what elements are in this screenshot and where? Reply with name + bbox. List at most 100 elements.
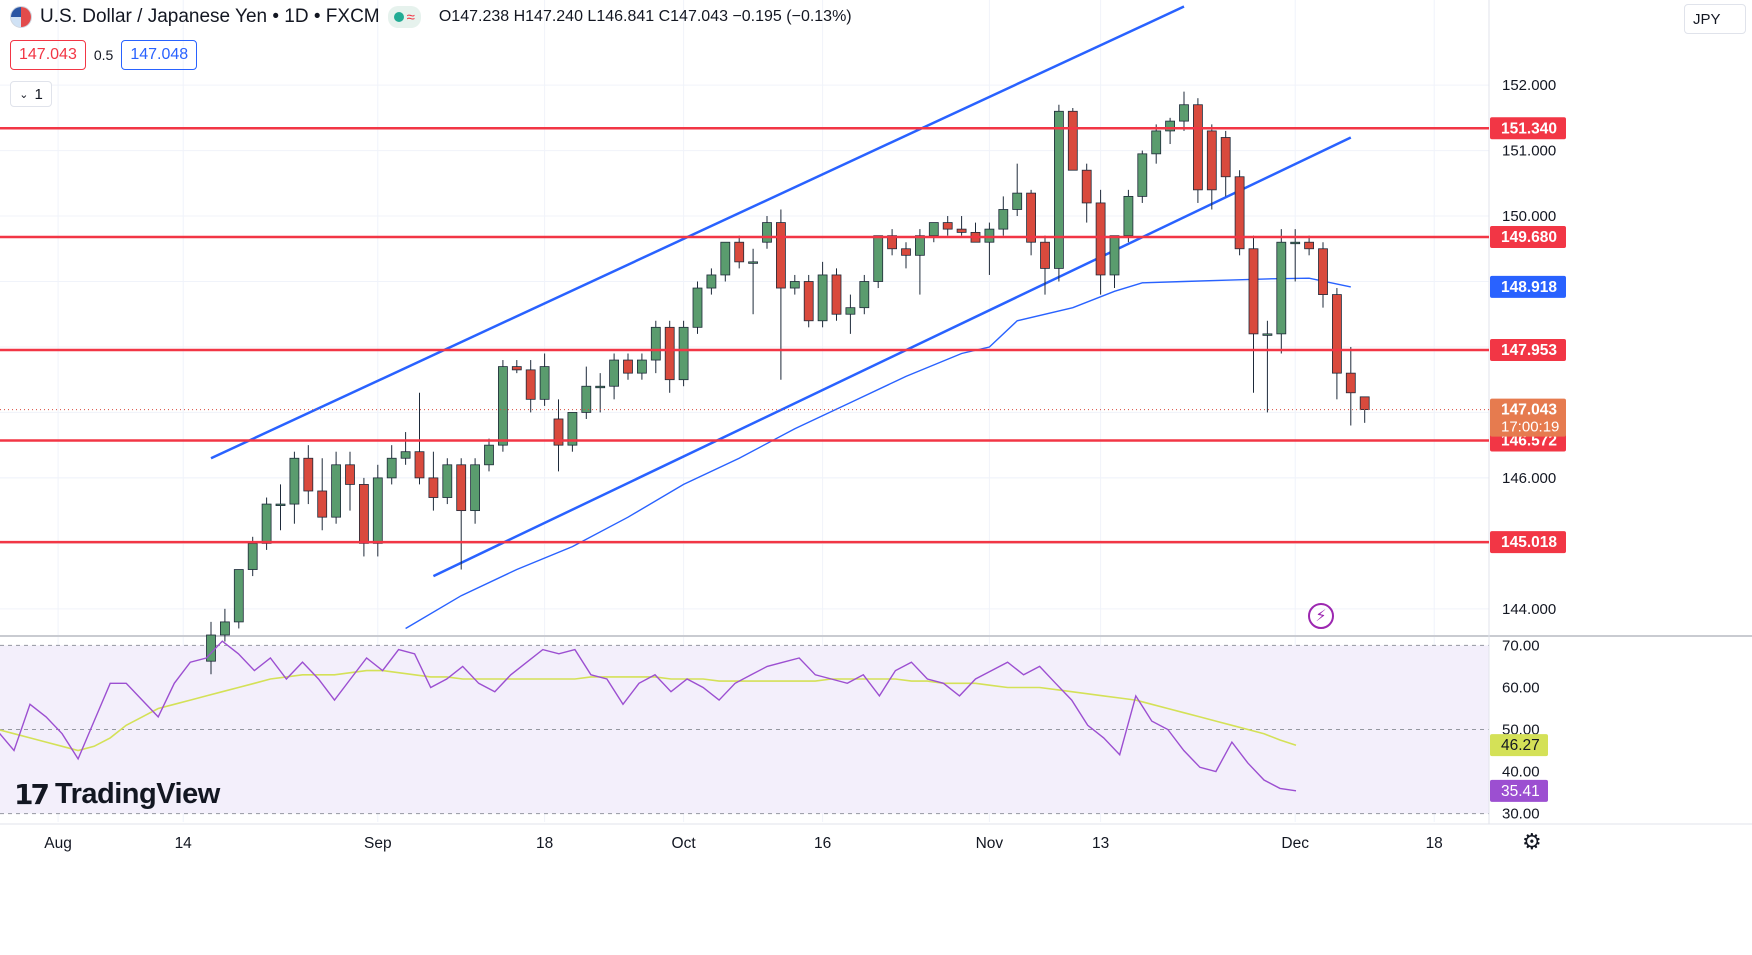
candle	[901, 242, 911, 269]
candle-body	[581, 385, 592, 413]
candle	[1165, 117, 1175, 145]
candle-body	[345, 464, 355, 485]
candle-body	[1067, 110, 1078, 171]
y-tick-label: 150.000	[1502, 208, 1556, 225]
candle-body	[1165, 120, 1175, 132]
candle-body	[1345, 372, 1356, 394]
candle	[1248, 235, 1259, 393]
candle-body	[692, 287, 703, 328]
candle-body	[1248, 248, 1259, 335]
level-price-badge	[1490, 117, 1566, 140]
candle	[567, 412, 578, 452]
candle-body	[525, 369, 536, 400]
candle	[970, 222, 981, 243]
candle-body	[650, 326, 661, 361]
candle	[470, 458, 481, 524]
candle	[1276, 229, 1287, 354]
candle	[345, 451, 355, 511]
trade-panel: 147.043 0.5 147.048	[10, 40, 198, 70]
x-tick-label: Sep	[364, 835, 392, 852]
y-tick-label: 144.000	[1502, 601, 1556, 618]
candle	[803, 274, 814, 328]
candle	[776, 209, 786, 380]
candle	[1109, 235, 1120, 289]
buy-button[interactable]: 147.048	[121, 40, 198, 70]
candle-body	[901, 248, 911, 256]
candle	[595, 373, 606, 413]
candle	[734, 235, 745, 269]
candle-body	[511, 366, 522, 371]
gear-icon[interactable]: ⚙	[1522, 829, 1542, 854]
x-tick-label: Oct	[672, 835, 697, 852]
candle	[1026, 189, 1036, 256]
candle	[1345, 346, 1356, 426]
currency-selector[interactable]: JPY	[1684, 4, 1746, 34]
x-tick-label: 16	[814, 835, 831, 852]
candle	[859, 274, 870, 315]
lot-size-value: 1	[34, 85, 43, 103]
candle	[1081, 163, 1092, 223]
candle-body	[456, 464, 467, 512]
candle	[664, 320, 675, 393]
candle-body	[859, 281, 870, 309]
candle	[831, 268, 842, 321]
candle-body	[1026, 192, 1036, 243]
candle-body	[720, 241, 731, 276]
candle-body	[1123, 195, 1134, 237]
candle-body	[748, 261, 758, 264]
tradingview-logo[interactable]: 17 TradingView	[14, 778, 220, 811]
candle-body	[623, 359, 633, 374]
candle	[386, 445, 397, 485]
rsi-tick-label: 60.00	[1502, 679, 1540, 696]
candle	[887, 229, 897, 256]
candle	[553, 399, 564, 472]
candle-body	[637, 359, 647, 374]
candle	[956, 216, 967, 236]
y-tick-label: 151.000	[1502, 143, 1556, 160]
candle-body	[1332, 294, 1342, 374]
channel-lower-line	[432, 136, 1352, 578]
x-tick-label: Dec	[1281, 835, 1309, 852]
candle-body	[1206, 130, 1217, 191]
level-price-badge	[1490, 225, 1566, 248]
candle-body	[275, 503, 286, 506]
candle-body	[1262, 333, 1273, 336]
lightning-icon[interactable]: ⚡	[1308, 603, 1334, 629]
candle-body	[1012, 192, 1023, 210]
candle-body	[303, 457, 314, 492]
candle	[984, 222, 995, 275]
candle-body	[1290, 241, 1301, 245]
candle	[497, 360, 508, 452]
candle-body	[762, 222, 772, 243]
candle-body	[998, 209, 1009, 230]
symbol-title[interactable]: U.S. Dollar / Japanese Yen • 1D • FXCM	[40, 6, 380, 27]
candle	[650, 320, 661, 374]
candle-body	[1359, 396, 1370, 411]
candle-body	[1081, 169, 1092, 204]
candle	[1012, 163, 1023, 217]
ma-price-badge	[1490, 275, 1566, 298]
tradingview-wordmark: TradingView	[54, 778, 220, 810]
candle	[456, 458, 467, 570]
channel-upper-line	[210, 5, 1185, 460]
candle	[1179, 91, 1189, 131]
candle	[748, 248, 758, 315]
candle-body	[317, 490, 328, 518]
candle-body	[956, 228, 967, 233]
candle-body	[414, 451, 425, 479]
market-status-pill[interactable]: ≈	[387, 6, 421, 28]
candle-body	[567, 412, 578, 446]
candle-body	[372, 477, 383, 544]
candle	[609, 353, 619, 400]
candle-body	[1095, 202, 1106, 276]
sell-button[interactable]: 147.043	[10, 40, 86, 70]
candle-body	[873, 235, 884, 282]
candle	[1304, 235, 1314, 256]
candle	[581, 366, 592, 419]
lot-size-dropdown[interactable]: ⌄ 1	[10, 81, 52, 107]
candle-body	[539, 366, 550, 400]
y-tick-label: 152.000	[1502, 77, 1556, 94]
candle-body	[386, 457, 397, 479]
x-tick-label: Nov	[976, 835, 1004, 852]
